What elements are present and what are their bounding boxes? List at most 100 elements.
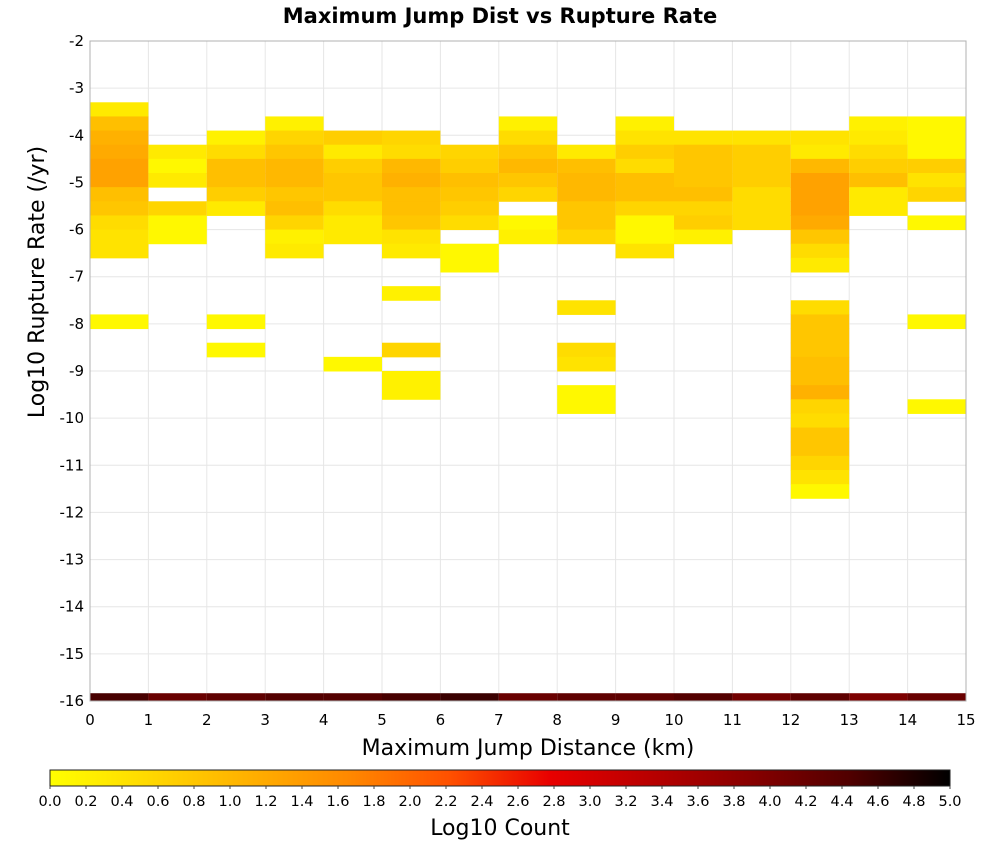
heatmap-cell bbox=[206, 314, 266, 330]
heatmap-cell bbox=[615, 158, 674, 174]
y-tick-label: -9 bbox=[69, 362, 84, 380]
heatmap-cell bbox=[498, 116, 558, 132]
heatmap-cell bbox=[849, 130, 908, 146]
heatmap-cell-bottom-row bbox=[148, 693, 207, 701]
colorbar-tick-label: 2.6 bbox=[506, 794, 529, 810]
heatmap-cell bbox=[206, 158, 266, 174]
heatmap-cell bbox=[674, 158, 733, 174]
x-tick-label: 4 bbox=[319, 711, 329, 729]
x-tick-label: 8 bbox=[552, 711, 562, 729]
x-tick-label: 13 bbox=[840, 711, 859, 729]
heatmap-cell bbox=[615, 201, 674, 216]
heatmap-cell bbox=[498, 144, 558, 160]
heatmap-cell bbox=[498, 130, 558, 146]
colorbar-tick-label: 0.6 bbox=[146, 794, 169, 810]
heatmap-cell bbox=[148, 173, 207, 188]
heatmap-cell bbox=[90, 102, 149, 117]
x-tick-label: 14 bbox=[898, 711, 917, 729]
heatmap-cell bbox=[382, 173, 441, 188]
heatmap-cell bbox=[790, 300, 850, 315]
colorbar-tick-label: 2.4 bbox=[470, 794, 493, 810]
plot-area: 0 1 2 3 4 5 6 7 8 9 10 11 12 13 14 15-2-3-4-5-6-7-8-9-1… bbox=[60, 32, 976, 729]
heatmap-cell bbox=[907, 144, 966, 160]
colorbar-tick-label: 3.0 bbox=[578, 794, 601, 810]
heatmap-cell-bottom-row bbox=[615, 693, 674, 701]
heatmap-cell bbox=[382, 187, 441, 202]
heatmap-cell bbox=[674, 229, 733, 245]
y-tick-label: -4 bbox=[69, 126, 84, 144]
colorbar-tick-label: 1.0 bbox=[218, 794, 241, 810]
heatmap-cell bbox=[557, 173, 616, 188]
heatmap-cell bbox=[849, 144, 908, 160]
heatmap-cell bbox=[206, 130, 266, 146]
heatmap-cell bbox=[790, 201, 850, 216]
x-tick-label: 3 bbox=[260, 711, 270, 729]
colorbar-tick-label: 4.0 bbox=[758, 794, 781, 810]
heatmap-cell-bottom-row bbox=[732, 693, 791, 701]
heatmap-cell bbox=[90, 158, 149, 174]
heatmap-cell-bottom-row bbox=[265, 693, 324, 701]
heatmap-cell bbox=[790, 130, 850, 146]
heatmap-cell bbox=[557, 399, 616, 414]
heatmap-cell bbox=[615, 229, 674, 245]
colorbar-tick-label: 4.2 bbox=[794, 794, 817, 810]
heatmap-cell bbox=[907, 399, 966, 414]
heatmap-cell bbox=[90, 144, 149, 160]
heatmap-cell bbox=[907, 130, 966, 146]
heatmap-cell bbox=[674, 130, 733, 146]
heatmap-cell bbox=[382, 201, 441, 216]
colorbar-tick-label: 1.6 bbox=[326, 794, 349, 810]
colorbar-label: Log10 Count bbox=[430, 816, 570, 841]
heatmap-cell bbox=[440, 215, 499, 231]
colorbar-tick-label: 3.6 bbox=[686, 794, 709, 810]
x-tick-label: 9 bbox=[611, 711, 621, 729]
heatmap-cell-bottom-row bbox=[849, 693, 908, 701]
colorbar: 0.0 0.2 0.4 0.6 0.8 1.0 1.2 1.4 1.6 1.8 2.0 2.2 2.4 2… bbox=[38, 769, 962, 810]
colorbar-tick-label: 1.8 bbox=[362, 794, 385, 810]
colorbar-tick-label: 5.0 bbox=[938, 794, 961, 810]
heatmap-cell bbox=[790, 470, 850, 485]
heatmap-cell bbox=[265, 116, 324, 132]
heatmap-cell bbox=[907, 314, 966, 330]
heatmap-cell bbox=[790, 342, 850, 358]
heatmap-cell bbox=[790, 243, 850, 259]
heatmap-cell bbox=[790, 413, 850, 429]
y-tick-label: -14 bbox=[60, 598, 85, 616]
heatmap-cell bbox=[148, 215, 207, 231]
y-tick-label: -3 bbox=[69, 79, 84, 97]
colorbar-gradient bbox=[49, 769, 951, 787]
heatmap-cell bbox=[148, 158, 207, 174]
heatmap-cell bbox=[148, 144, 207, 160]
colorbar-tick-label: 3.2 bbox=[614, 794, 637, 810]
x-tick-label: 6 bbox=[436, 711, 446, 729]
heatmap-cell bbox=[557, 158, 616, 174]
heatmap-cell bbox=[674, 215, 733, 231]
heatmap-cell bbox=[790, 314, 850, 330]
heatmap-cell bbox=[323, 187, 382, 202]
x-tick-label: 12 bbox=[781, 711, 800, 729]
heatmap-cell bbox=[615, 173, 674, 188]
heatmap-cell-bottom-row bbox=[907, 693, 966, 701]
colorbar-tick-label: 4.6 bbox=[866, 794, 889, 810]
heatmap-cell bbox=[323, 130, 382, 146]
heatmap-cell bbox=[440, 257, 499, 273]
colorbar-tick-label: 0.2 bbox=[74, 794, 97, 810]
heatmap-cell bbox=[732, 158, 791, 174]
x-tick-label: 2 bbox=[202, 711, 212, 729]
x-tick-label: 1 bbox=[144, 711, 154, 729]
heatmap-cell bbox=[557, 385, 616, 400]
heatmap-cell bbox=[265, 201, 324, 216]
heatmap-cell bbox=[323, 144, 382, 160]
heatmap-cell bbox=[90, 116, 149, 132]
colorbar-tick-label: 0.8 bbox=[182, 794, 205, 810]
heatmap-cell bbox=[90, 243, 149, 259]
heatmap-cell bbox=[206, 173, 266, 188]
heatmap-cell bbox=[557, 300, 616, 315]
colorbar-tick-label: 2.2 bbox=[434, 794, 457, 810]
colorbar-tick-label: 0.0 bbox=[38, 794, 61, 810]
heatmap-cell bbox=[557, 342, 616, 358]
heatmap-cell bbox=[90, 229, 149, 245]
y-axis-label: Log10 Rupture Rate (/yr) bbox=[25, 146, 50, 418]
colorbar-tick-label: 1.4 bbox=[290, 794, 313, 810]
y-tick-label: -11 bbox=[60, 456, 85, 474]
